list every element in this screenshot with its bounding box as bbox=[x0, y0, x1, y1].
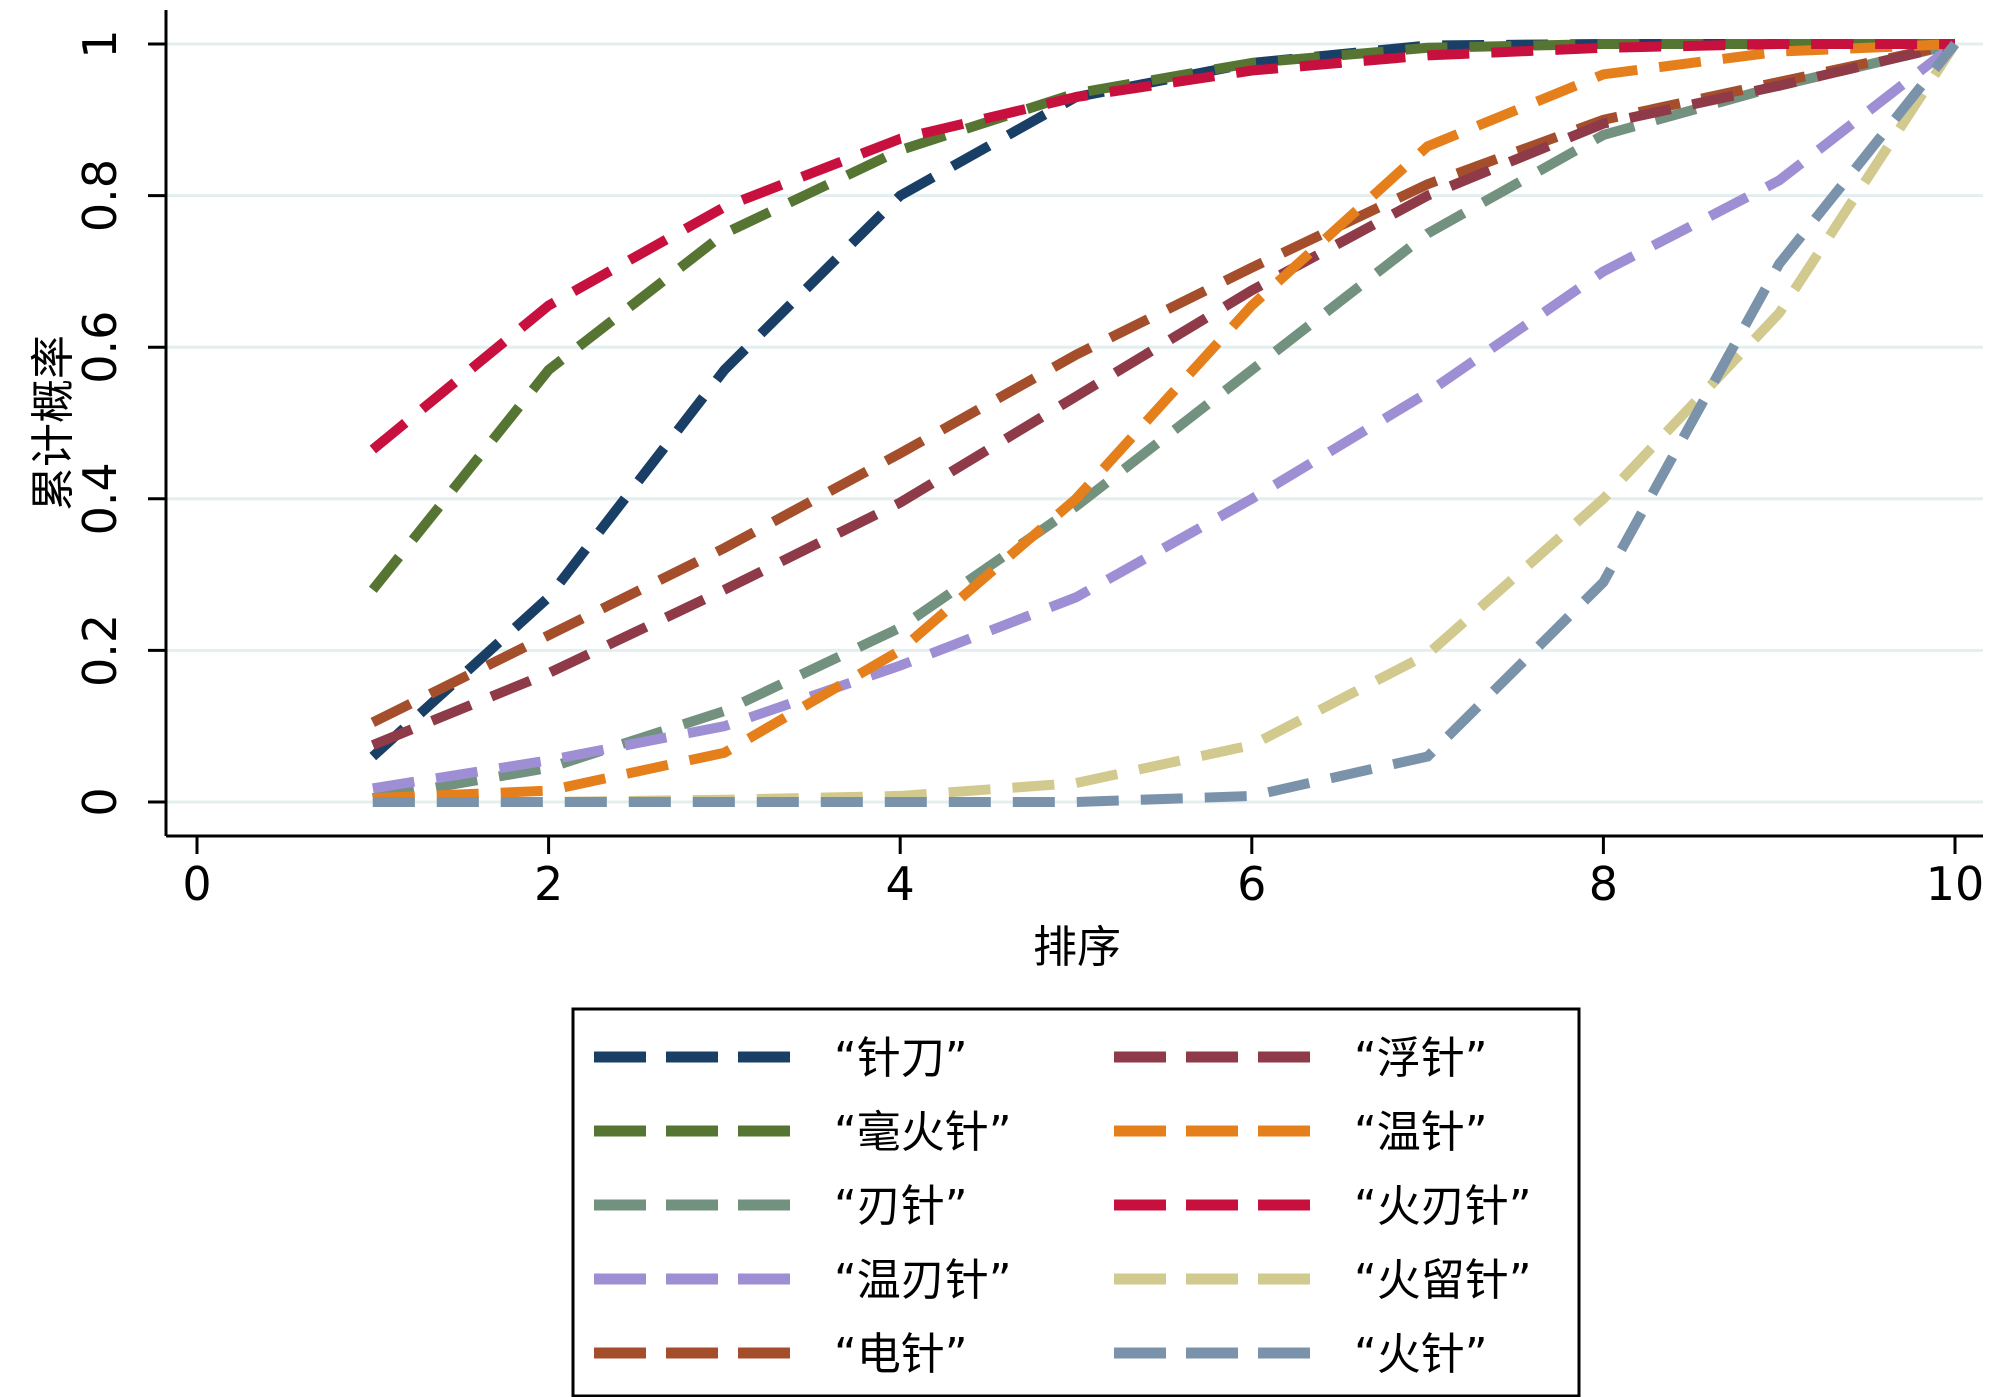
series-line-3 bbox=[371, 39, 1957, 804]
legend-label: “毫火针” bbox=[834, 1107, 1012, 1158]
y-tick-label: 0.2 bbox=[73, 614, 127, 687]
series-line-8 bbox=[369, 39, 1955, 454]
y-tick-label: 0 bbox=[73, 787, 127, 816]
x-tick-label: 8 bbox=[1589, 857, 1618, 911]
legend-label: “电针” bbox=[834, 1329, 968, 1380]
series-line-2 bbox=[368, 39, 1955, 593]
x-axis-title: 排序 bbox=[1033, 922, 1121, 973]
legend-label: “火留针” bbox=[1354, 1255, 1532, 1306]
legend: “针刀” “毫火针” “刃针” “温刃针” “电针” “浮针” “温针” “火刃针” “火留针”… bbox=[571, 1007, 1581, 1397]
y-tick-label: 1 bbox=[73, 29, 127, 58]
y-tick-label: 0.8 bbox=[73, 159, 127, 232]
series-line-10 bbox=[372, 40, 1959, 807]
y-tick-label: 0.4 bbox=[73, 462, 127, 535]
legend-label: “刃针” bbox=[834, 1181, 968, 1232]
series-line-6 bbox=[370, 39, 1957, 750]
y-axis-ticks: 0 0.2 0.4 0.6 0.8 1 bbox=[73, 29, 166, 817]
series-line-5 bbox=[370, 39, 1957, 727]
legend-label: “针刀” bbox=[834, 1033, 968, 1084]
legend-label: “浮针” bbox=[1354, 1033, 1488, 1084]
series-lines bbox=[368, 39, 1960, 807]
legend-label: “火针” bbox=[1354, 1329, 1488, 1380]
x-tick-label: 10 bbox=[1926, 857, 1985, 911]
y-axis-title: 累计概率 bbox=[28, 335, 79, 511]
x-axis-ticks: 0 2 4 6 8 10 bbox=[182, 836, 1984, 911]
series-line-4 bbox=[372, 40, 1959, 794]
x-tick-label: 6 bbox=[1237, 857, 1266, 911]
x-tick-label: 4 bbox=[886, 857, 915, 911]
axes bbox=[164, 10, 1983, 838]
legend-label: “温针” bbox=[1354, 1107, 1488, 1158]
y-tick-label: 0.6 bbox=[73, 311, 127, 384]
x-tick-label: 0 bbox=[182, 857, 211, 911]
series-line-9 bbox=[372, 41, 1960, 807]
series-line-7 bbox=[372, 39, 1956, 804]
legend-label: “火刃针” bbox=[1354, 1181, 1532, 1232]
x-tick-label: 2 bbox=[534, 857, 563, 911]
legend-label: “温刃针” bbox=[834, 1255, 1012, 1306]
